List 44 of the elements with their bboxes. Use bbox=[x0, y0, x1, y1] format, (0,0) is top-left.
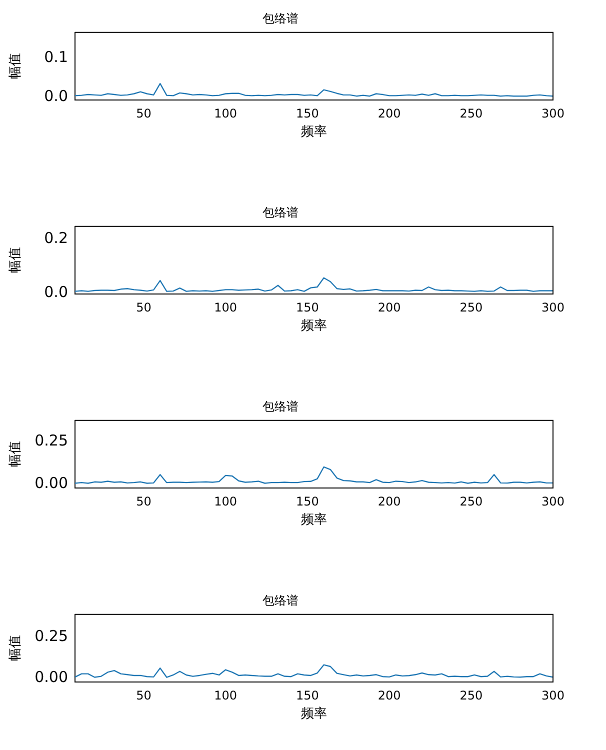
x-axis-title: 频率 bbox=[301, 706, 327, 722]
x-tick-label: 300 bbox=[542, 688, 564, 702]
x-tick-label: 150 bbox=[296, 106, 319, 120]
chart-title: 包络谱 bbox=[262, 593, 298, 608]
y-tick-label: 0.0 bbox=[44, 282, 68, 301]
y-tick-label: 0.25 bbox=[34, 431, 68, 450]
x-tick-label: 200 bbox=[378, 494, 401, 508]
x-tick-label: 50 bbox=[136, 106, 152, 120]
chart-title: 包络谱 bbox=[262, 11, 298, 26]
y-tick-label: 0.2 bbox=[44, 228, 68, 247]
y-axis-title: 幅值 bbox=[8, 53, 24, 80]
x-tick-label: 150 bbox=[296, 300, 319, 314]
chart-title: 包络谱 bbox=[262, 205, 298, 220]
x-axis-title: 频率 bbox=[301, 318, 327, 334]
y-tick-label: 0.0 bbox=[44, 87, 68, 106]
y-axis-title: 幅值 bbox=[8, 441, 24, 468]
x-tick-label: 150 bbox=[296, 688, 319, 702]
x-tick-label: 250 bbox=[460, 300, 483, 314]
x-tick-label: 300 bbox=[542, 300, 564, 314]
y-tick-label: 0.25 bbox=[34, 626, 68, 645]
y-axis-title: 幅值 bbox=[8, 635, 24, 662]
y-tick-label: 0.00 bbox=[34, 474, 68, 492]
x-tick-label: 100 bbox=[214, 106, 238, 120]
x-tick-label: 100 bbox=[214, 300, 238, 314]
x-tick-label: 200 bbox=[378, 688, 401, 702]
x-axis-title: 频率 bbox=[301, 512, 327, 528]
x-tick-label: 50 bbox=[136, 494, 152, 508]
x-tick-label: 300 bbox=[542, 106, 564, 120]
x-tick-label: 250 bbox=[460, 494, 483, 508]
x-tick-label: 200 bbox=[378, 300, 401, 314]
x-tick-label: 50 bbox=[136, 688, 152, 702]
y-axis-title: 幅值 bbox=[8, 247, 24, 274]
x-tick-label: 300 bbox=[542, 494, 564, 508]
x-tick-label: 200 bbox=[378, 106, 401, 120]
y-tick-label: 0.1 bbox=[44, 48, 68, 66]
y-tick-label: 0.00 bbox=[34, 668, 68, 686]
x-tick-label: 50 bbox=[136, 300, 152, 314]
chart-title: 包络谱 bbox=[262, 399, 298, 414]
x-tick-label: 250 bbox=[460, 106, 483, 120]
x-tick-label: 100 bbox=[214, 688, 238, 702]
x-tick-label: 100 bbox=[214, 494, 238, 508]
x-tick-label: 250 bbox=[460, 688, 483, 702]
x-axis-title: 频率 bbox=[301, 124, 327, 140]
x-tick-label: 150 bbox=[296, 494, 319, 508]
